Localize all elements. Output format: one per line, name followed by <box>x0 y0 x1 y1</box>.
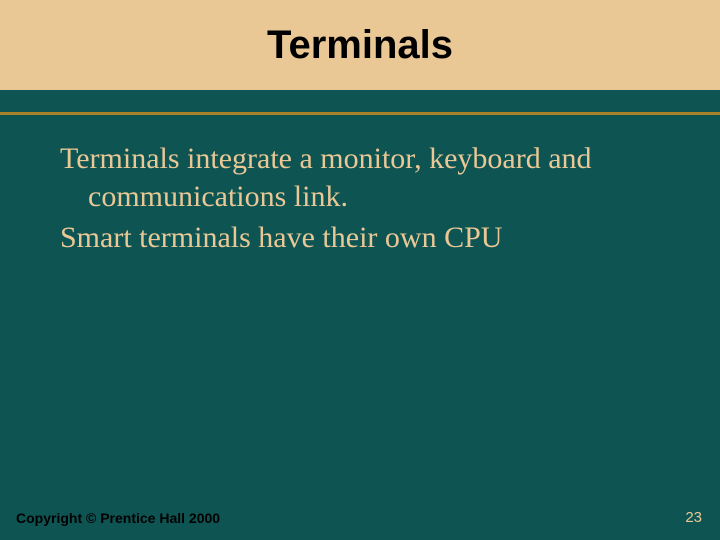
rule-gold <box>0 112 720 115</box>
slide-title: Terminals <box>267 23 453 68</box>
slide-body: Terminals integrate a monitor, keyboard … <box>60 140 650 261</box>
body-paragraph-2: Smart terminals have their own CPU <box>60 219 650 257</box>
title-band: Terminals <box>0 0 720 90</box>
slide: Terminals Terminals integrate a monitor,… <box>0 0 720 540</box>
footer-page-number: 23 <box>685 509 702 526</box>
body-paragraph-1: Terminals integrate a monitor, keyboard … <box>60 140 650 215</box>
rule-dark <box>0 90 720 112</box>
footer-copyright: Copyright © Prentice Hall 2000 <box>16 510 220 526</box>
